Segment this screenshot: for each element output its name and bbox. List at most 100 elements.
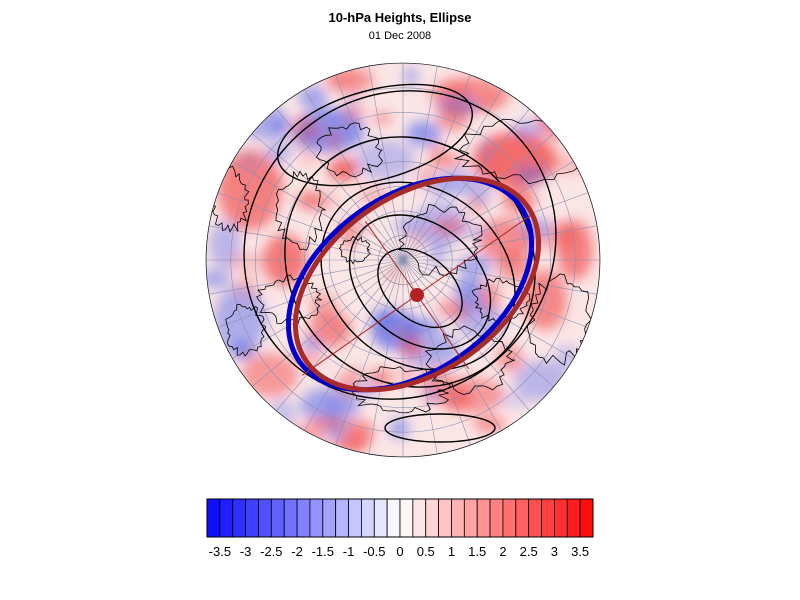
coastline bbox=[225, 303, 266, 357]
colorbar-box bbox=[425, 498, 440, 538]
coastline bbox=[338, 235, 371, 265]
anomaly-speckle bbox=[443, 386, 472, 411]
anomaly-speckle bbox=[240, 150, 260, 171]
meridian-line bbox=[232, 161, 404, 261]
anomaly-speckle bbox=[473, 415, 506, 433]
colorbar-box bbox=[335, 498, 349, 538]
meridian-line bbox=[402, 259, 598, 295]
anomaly-speckle bbox=[373, 112, 393, 125]
anomaly-speckle bbox=[327, 417, 357, 432]
meridian-line bbox=[402, 259, 530, 412]
colorbar-tick-label: 0.5 bbox=[417, 544, 435, 559]
colorbar-box bbox=[258, 498, 272, 538]
meridian-line bbox=[402, 259, 574, 359]
anomaly-speckle bbox=[302, 191, 342, 212]
colorbar-box bbox=[541, 498, 555, 538]
anomaly-speckle bbox=[228, 252, 264, 271]
fitted-ellipse bbox=[292, 175, 542, 393]
meridian-line bbox=[402, 259, 589, 328]
colorbar-frame bbox=[206, 498, 594, 538]
colorbar-tick-label: -2 bbox=[291, 544, 303, 559]
anomaly-speckle bbox=[229, 341, 255, 360]
colorbar-tick-label: 1 bbox=[448, 544, 455, 559]
anomaly-speckle bbox=[429, 140, 446, 168]
map-border bbox=[205, 62, 601, 458]
anomaly-speckle bbox=[478, 281, 501, 311]
colorbar-box bbox=[270, 498, 285, 538]
anomaly-speckle bbox=[326, 74, 360, 87]
anomaly-speckle bbox=[267, 172, 288, 188]
anomaly-speckle bbox=[443, 85, 472, 96]
anomaly-speckle bbox=[431, 219, 466, 234]
colorbar-box bbox=[322, 498, 337, 538]
colorbar-boxes bbox=[206, 498, 594, 538]
meridian-line bbox=[335, 259, 404, 446]
colorbar-box bbox=[206, 498, 221, 538]
colorbar-box bbox=[554, 498, 568, 538]
height-contour bbox=[384, 413, 496, 443]
meridian-line bbox=[402, 192, 589, 261]
meridian-line bbox=[251, 259, 404, 387]
anomaly-speckle bbox=[406, 229, 429, 246]
height-contour bbox=[348, 214, 492, 350]
colorbar-box bbox=[463, 498, 478, 538]
colorbar-tick-label: -1.5 bbox=[312, 544, 334, 559]
colorbar-tick-label: 3.5 bbox=[571, 544, 589, 559]
colorbar-tick-label: 1.5 bbox=[468, 544, 486, 559]
anomaly-speckle bbox=[543, 234, 578, 252]
anomaly-blob bbox=[214, 286, 266, 354]
anomaly-speckle bbox=[466, 196, 486, 215]
meridian-line bbox=[276, 259, 404, 412]
anomaly-speckle bbox=[402, 65, 419, 87]
meridian-line bbox=[304, 259, 404, 431]
colorbar-box bbox=[579, 498, 594, 538]
colorbar-box bbox=[476, 498, 491, 538]
colorbar-tick-label: 0 bbox=[396, 544, 403, 559]
height-contour bbox=[243, 90, 557, 400]
meridian-line bbox=[402, 225, 598, 261]
colorbar-box bbox=[283, 498, 298, 538]
height-contour bbox=[377, 247, 463, 329]
colorbar-tick-label: 2 bbox=[499, 544, 506, 559]
meridian-line bbox=[402, 259, 555, 387]
anomaly-speckle bbox=[289, 129, 318, 151]
coastline bbox=[275, 170, 326, 251]
colorbar-box bbox=[502, 498, 517, 538]
colorbar-box bbox=[348, 498, 362, 538]
colorbar-box bbox=[438, 498, 452, 538]
fitted-ellipse-layer bbox=[285, 175, 542, 393]
colorbar-box bbox=[373, 498, 388, 538]
map-disk bbox=[206, 63, 600, 457]
colorbar-box bbox=[245, 498, 259, 538]
colorbar-box bbox=[412, 498, 427, 538]
colorbar-box bbox=[296, 498, 311, 538]
anomaly-speckle bbox=[498, 392, 532, 409]
colorbar-tick-label: -2.5 bbox=[260, 544, 282, 559]
colorbar-box bbox=[489, 498, 504, 538]
colorbar-box bbox=[232, 498, 247, 538]
meridian-line bbox=[217, 259, 404, 328]
anomaly-speckle bbox=[515, 165, 546, 184]
colorbar-tick-label: -3 bbox=[240, 544, 252, 559]
colorbar-box bbox=[309, 498, 324, 538]
anomaly-speckle bbox=[389, 418, 410, 439]
colorbar-tick-label: 3 bbox=[551, 544, 558, 559]
colorbar-tick-label: 2.5 bbox=[520, 544, 538, 559]
height-contours bbox=[243, 83, 557, 443]
anomaly-speckle bbox=[323, 398, 343, 416]
colorbar-box bbox=[386, 498, 401, 538]
height-contour bbox=[277, 83, 473, 187]
anomaly-speckle bbox=[406, 120, 441, 147]
meridian-line bbox=[402, 108, 530, 261]
meridian-line bbox=[402, 74, 471, 261]
height-contour bbox=[284, 136, 536, 388]
colorbar-tick-label: -3.5 bbox=[209, 544, 231, 559]
polar-vortex-contour bbox=[285, 175, 535, 393]
anomaly-shading bbox=[206, 65, 593, 455]
chart-subtitle: 01 Dec 2008 bbox=[368, 30, 432, 42]
meridian-line bbox=[208, 225, 404, 261]
coastline bbox=[471, 277, 531, 323]
colorbar-tick-label: -0.5 bbox=[363, 544, 385, 559]
